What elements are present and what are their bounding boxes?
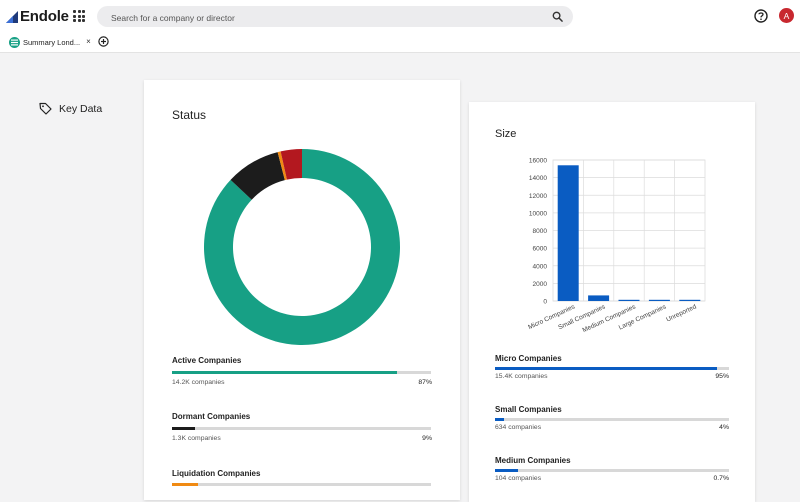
logo-mark-icon (6, 10, 18, 23)
progress-fill (495, 418, 505, 421)
list-icon (9, 36, 20, 48)
donut-slice-dormant-companies[interactable] (230, 152, 285, 200)
y-tick-label: 8000 (533, 228, 548, 235)
progress-track (495, 418, 729, 421)
metric-count: 1.3K companies (172, 435, 221, 442)
metric-active: Active Companies 14.2K companies 87% (172, 356, 432, 386)
progress-track (172, 371, 431, 374)
avatar[interactable]: A (779, 8, 794, 23)
y-tick-label: 16000 (529, 158, 547, 165)
metric-micro: Micro Companies 15.4K companies 95% (495, 354, 729, 380)
y-tick-label: 4000 (533, 263, 548, 270)
status-title: Status (172, 108, 207, 122)
bar-unreported[interactable] (679, 299, 701, 301)
metric-title: Small Companies (495, 405, 562, 414)
metric-dormant: Dormant Companies 1.3K companies 9% (172, 412, 432, 442)
metric-title: Active Companies (172, 356, 242, 365)
key-data-label: Key Data (59, 102, 103, 115)
search-bar (97, 6, 573, 27)
y-tick-label: 12000 (529, 193, 547, 200)
size-title: Size (495, 128, 517, 140)
y-tick-label: 2000 (533, 281, 548, 288)
bar-large-companies[interactable] (648, 299, 670, 301)
metric-count: 104 companies (495, 475, 542, 482)
metric-title: Liquidation Companies (172, 469, 261, 478)
top-bar: Endole A (0, 0, 800, 32)
x-tick-label: Medium Companies (581, 303, 637, 334)
progress-fill (495, 367, 718, 370)
progress-track (172, 427, 431, 430)
progress-fill (495, 469, 519, 472)
y-tick-label: 14000 (529, 175, 547, 182)
metric-percent: 95% (715, 373, 729, 380)
y-tick-label: 0 (543, 299, 547, 306)
apps-grid-icon[interactable] (73, 10, 85, 22)
bar-small-companies[interactable] (588, 295, 610, 301)
metric-percent: 87% (418, 379, 432, 386)
metric-count: 14.2K companies (172, 379, 225, 386)
tab-bar: Summary Lond... × (0, 32, 800, 53)
x-tick-label: Unreported (665, 303, 698, 323)
y-tick-label: 6000 (533, 246, 548, 253)
metric-percent: 4% (719, 424, 729, 431)
status-card: Status Active Companies 14.2K companies … (144, 80, 460, 500)
bar-micro-companies[interactable] (557, 165, 579, 301)
close-icon[interactable]: × (86, 37, 91, 46)
logo[interactable]: Endole (6, 8, 69, 25)
metric-title: Micro Companies (495, 354, 562, 363)
donut-slice-liquidation-companies[interactable] (277, 151, 287, 181)
status-donut-chart (203, 149, 400, 345)
metric-title: Medium Companies (495, 456, 571, 465)
bar-medium-companies[interactable] (618, 299, 640, 301)
metric-small: Small Companies 634 companies 4% (495, 405, 729, 431)
metric-percent: 9% (422, 435, 432, 442)
progress-track (495, 367, 729, 370)
tag-icon (39, 102, 52, 115)
tab-label: Summary Lond... (23, 37, 81, 47)
metric-percent: 0.7% (713, 475, 730, 482)
search-input[interactable] (109, 9, 533, 26)
size-bar-chart: 0200040006000800010000120001400016000Mic… (527, 158, 706, 334)
y-tick-label: 10000 (529, 210, 547, 217)
metric-liquidation: Liquidation Companies (172, 469, 432, 486)
help-icon[interactable] (754, 9, 768, 23)
metric-count: 15.4K companies (495, 373, 548, 380)
search-icon[interactable] (552, 11, 563, 22)
progress-track (495, 469, 729, 472)
metric-count: 634 companies (495, 424, 542, 431)
progress-fill (172, 427, 196, 430)
add-tab-icon[interactable] (98, 36, 109, 47)
donut-slice-other[interactable] (280, 149, 302, 180)
progress-track (172, 483, 431, 486)
donut-slice-active-companies[interactable] (203, 149, 400, 345)
progress-fill (172, 371, 398, 374)
tab-summary[interactable]: Summary Lond... × (6, 34, 94, 50)
metric-title: Dormant Companies (172, 412, 251, 421)
app-name: Endole (20, 8, 69, 25)
size-card: Size 0 2000 4000 6000 8000 10000 12000 14000 160… (469, 102, 755, 502)
progress-fill (172, 483, 198, 486)
key-data-nav[interactable]: Key Data (39, 102, 102, 115)
metric-medium: Medium Companies 104 companies 0.7% (495, 456, 729, 482)
